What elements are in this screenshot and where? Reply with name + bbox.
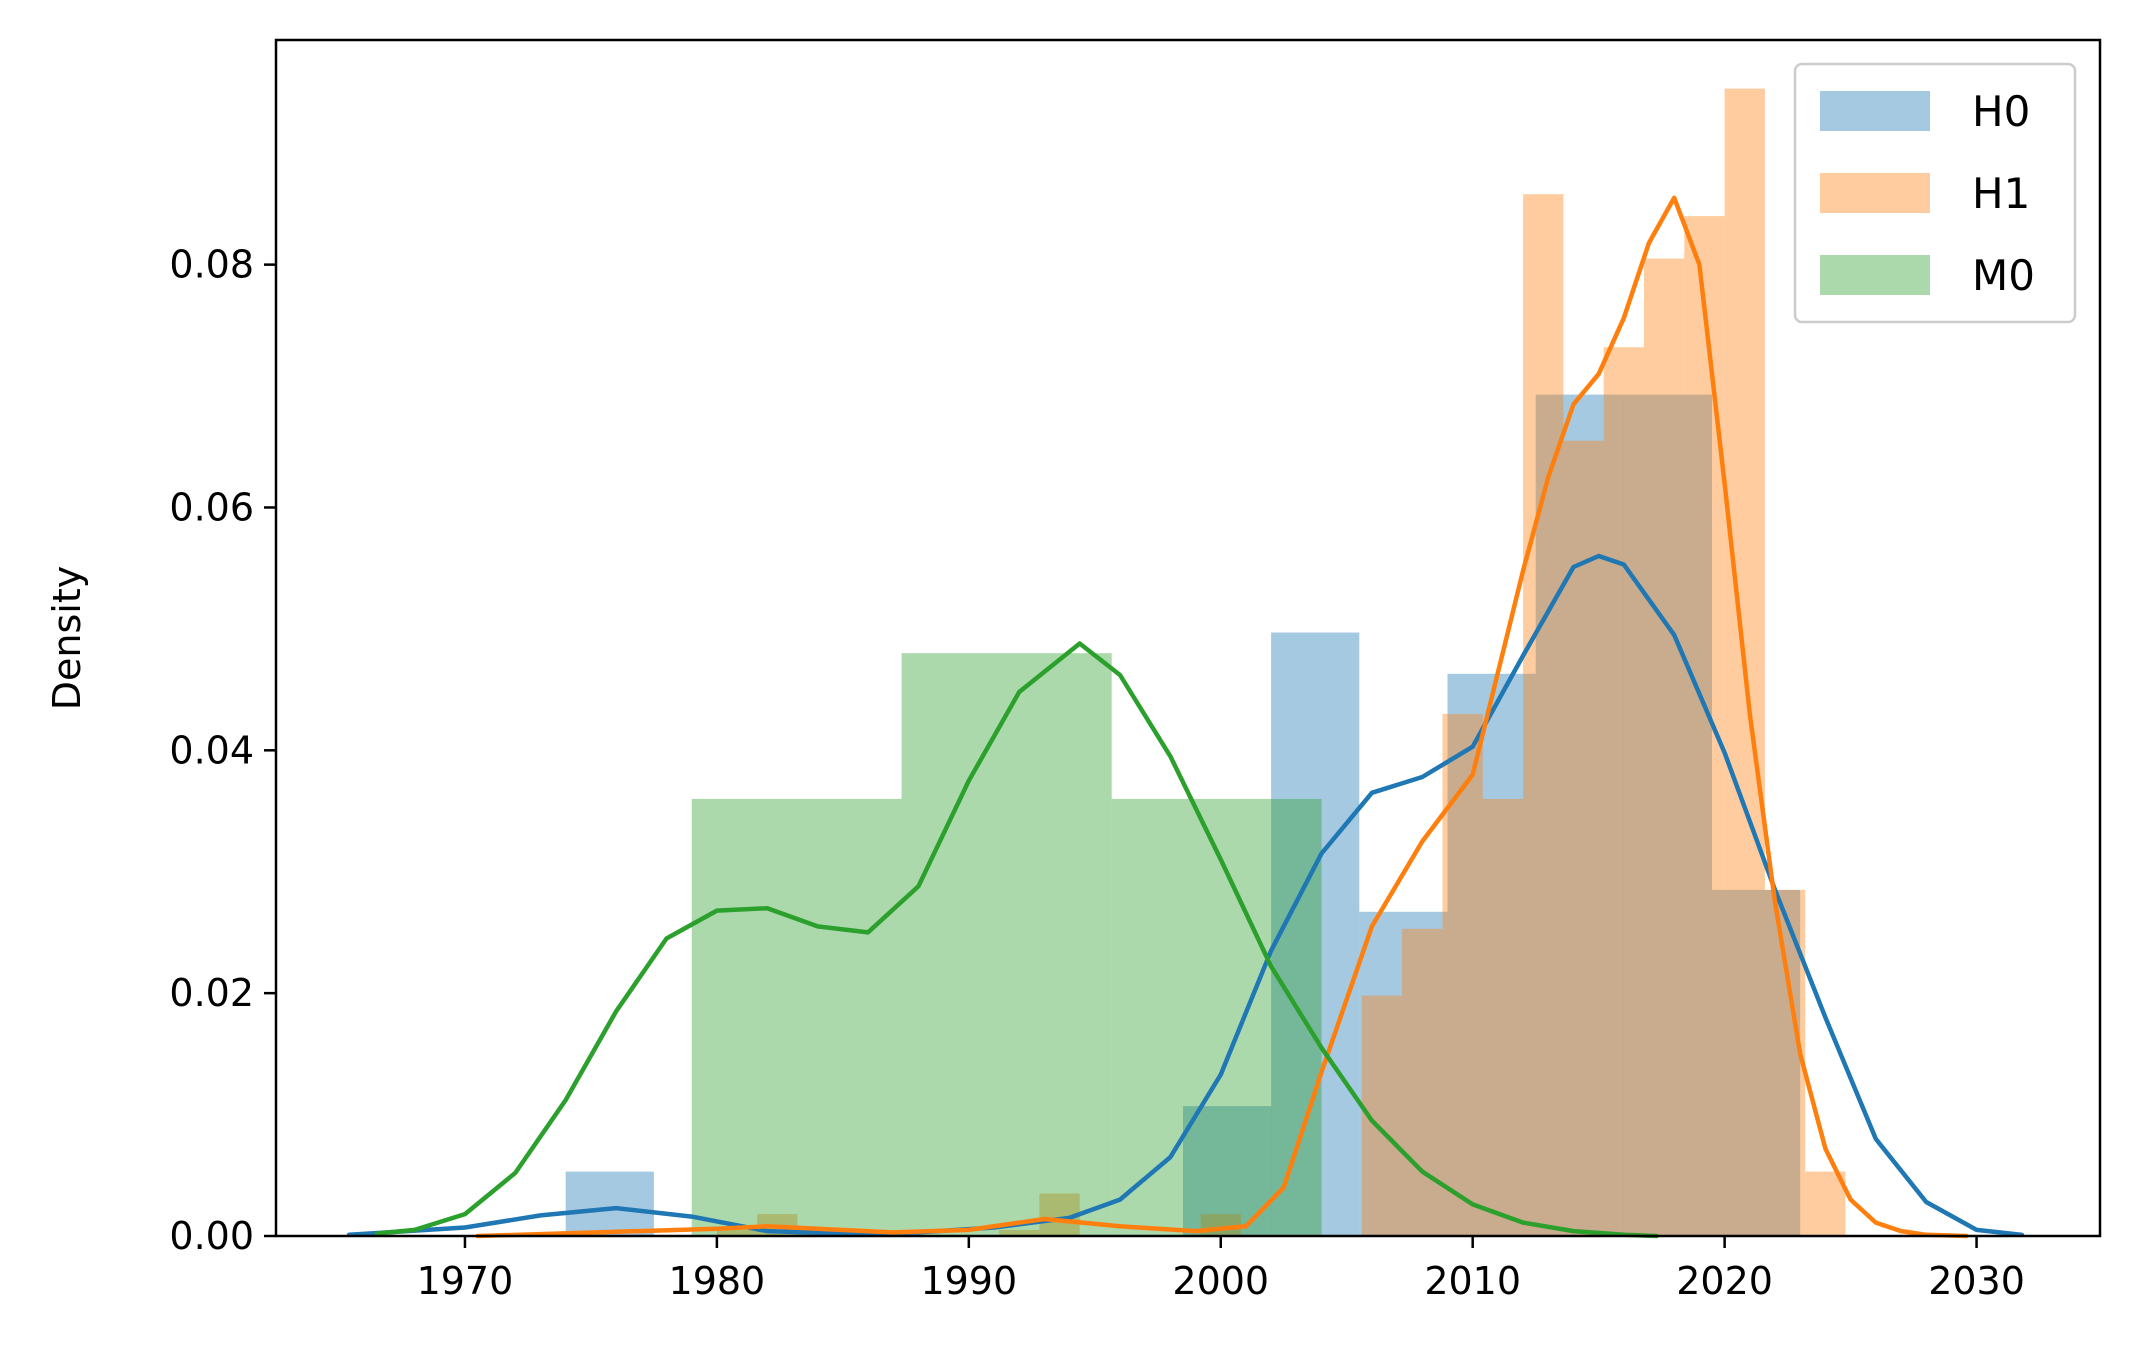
- h1-hist-bar: [1402, 928, 1443, 1236]
- legend-label-m0: M0: [1972, 251, 2035, 300]
- h1-hist-bar: [1603, 347, 1644, 1236]
- legend-swatch-h0: [1820, 91, 1930, 131]
- y-tick-label: 0.00: [169, 1214, 254, 1258]
- x-tick-label: 2010: [1424, 1259, 1521, 1303]
- h0-hist-bar: [1359, 911, 1448, 1236]
- x-tick-label: 2030: [1928, 1259, 2025, 1303]
- h1-hist-bar: [1523, 194, 1564, 1237]
- m0-hist-bar: [1111, 798, 1322, 1236]
- plot-frame: [274, 38, 2102, 1238]
- y-tick-label: 0.08: [169, 243, 254, 287]
- m0-kde-line: [374, 641, 1659, 1239]
- h1-hist-bar: [1482, 798, 1524, 1236]
- h1-kde-line: [475, 195, 1969, 1239]
- x-tick-label: 1990: [920, 1259, 1017, 1303]
- h1-hist-bar: [716, 1229, 758, 1236]
- h1-hist-bar: [1764, 889, 1806, 1236]
- y-axis-ticks: 0.00 0.02 0.04 0.06 0.08: [169, 243, 276, 1258]
- legend-swatch-h1: [1820, 173, 1930, 213]
- h0-hist-bar: [1623, 394, 1712, 1237]
- x-tick-label: 1980: [669, 1259, 766, 1303]
- x-tick-label: 2000: [1172, 1259, 1269, 1303]
- h1-hist-bar: [999, 1229, 1040, 1236]
- legend-label-h1: H1: [1972, 169, 2030, 218]
- legend-swatch-m0: [1820, 255, 1930, 295]
- y-tick-label: 0.02: [169, 971, 254, 1015]
- legend-box: [1793, 62, 2077, 324]
- legend: H0 H1 M0: [1793, 62, 2077, 324]
- kde-curves: [346, 195, 2025, 1239]
- h0-hist-bar: [1447, 673, 1536, 1236]
- y-tick-label: 0.06: [169, 485, 254, 529]
- h0-hist-bar: [565, 1171, 654, 1236]
- y-axis-label: Density: [45, 566, 89, 710]
- h0-hist-bar: [1271, 632, 1360, 1236]
- legend-label-h0: H0: [1972, 87, 2030, 136]
- h1-hist-bar: [1684, 216, 1725, 1237]
- x-tick-label: 1970: [417, 1259, 514, 1303]
- histogram-bars: [565, 88, 1846, 1237]
- m0-hist-bar: [691, 798, 902, 1236]
- m0-hist-bar: [901, 653, 1112, 1236]
- x-axis-ticks: 1970 1980 1990 2000 2010 2020 2030: [417, 1236, 2025, 1303]
- h1-hist-bar: [1805, 1171, 1846, 1236]
- h1-hist-bar: [1644, 258, 1685, 1237]
- h1-hist-bar: [1442, 713, 1483, 1236]
- h0-hist-bar: [1535, 394, 1624, 1237]
- h0-hist-bar: [1712, 889, 1801, 1236]
- x-tick-label: 2020: [1676, 1259, 1773, 1303]
- y-tick-label: 0.04: [169, 728, 254, 772]
- h1-hist-bar: [1563, 440, 1604, 1236]
